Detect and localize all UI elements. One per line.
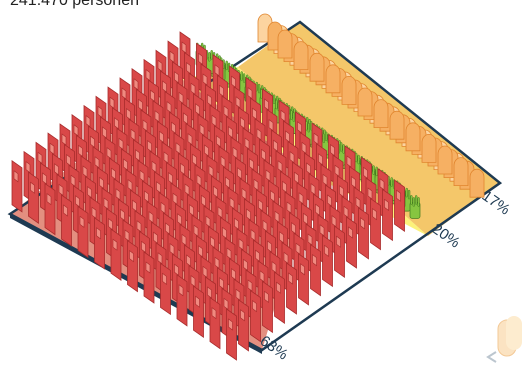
person-block-red [160,262,171,316]
person-block-red [143,251,155,304]
person-block-red [28,171,39,224]
chart-title: 241.470 personen [10,0,139,9]
person-figure-orange [389,110,405,140]
person-block-red [11,160,23,213]
person-block-red [370,197,381,251]
person-block-red [176,274,188,327]
person-block-red [394,179,405,232]
person-block-red [238,299,249,352]
person-figure-orange [293,41,309,70]
person-block-red [44,182,56,236]
person-figure-orange [357,87,373,117]
person-figure-green [409,195,421,219]
person-block-red [61,194,72,247]
person-block-red [334,225,345,278]
person-figure-orange [405,122,421,152]
person-figure-orange [373,99,389,128]
person-block-red [310,243,321,297]
person-block-red [322,234,333,288]
person-block-red [346,216,357,269]
person-block-red [110,228,122,281]
red-figures [11,31,405,361]
person-block-red [209,296,221,350]
chevron-left-icon[interactable] [484,316,522,365]
person-block-red [193,285,204,338]
person-figure-orange [421,134,437,163]
person-figure-orange [277,29,293,59]
board-floor-orange [238,22,500,236]
person-block-red [286,262,297,315]
person-figure-orange [437,145,453,175]
person-figure-orange [341,76,357,105]
person-block-red [382,188,393,242]
person-figure-orange [325,64,341,94]
person-block-red [94,217,105,270]
orange-figures [257,13,485,198]
person-block-red [77,205,89,259]
person-figure-orange [453,157,469,186]
person-block-red [262,280,273,334]
person-block-red [274,271,285,324]
person-figure-orange [469,168,485,198]
person-block-red [298,253,309,306]
person-block-red [127,239,138,293]
person-block-red [358,207,369,260]
person-block-red [250,289,261,343]
person-block-red [226,308,237,361]
person-figure-orange [309,52,325,82]
